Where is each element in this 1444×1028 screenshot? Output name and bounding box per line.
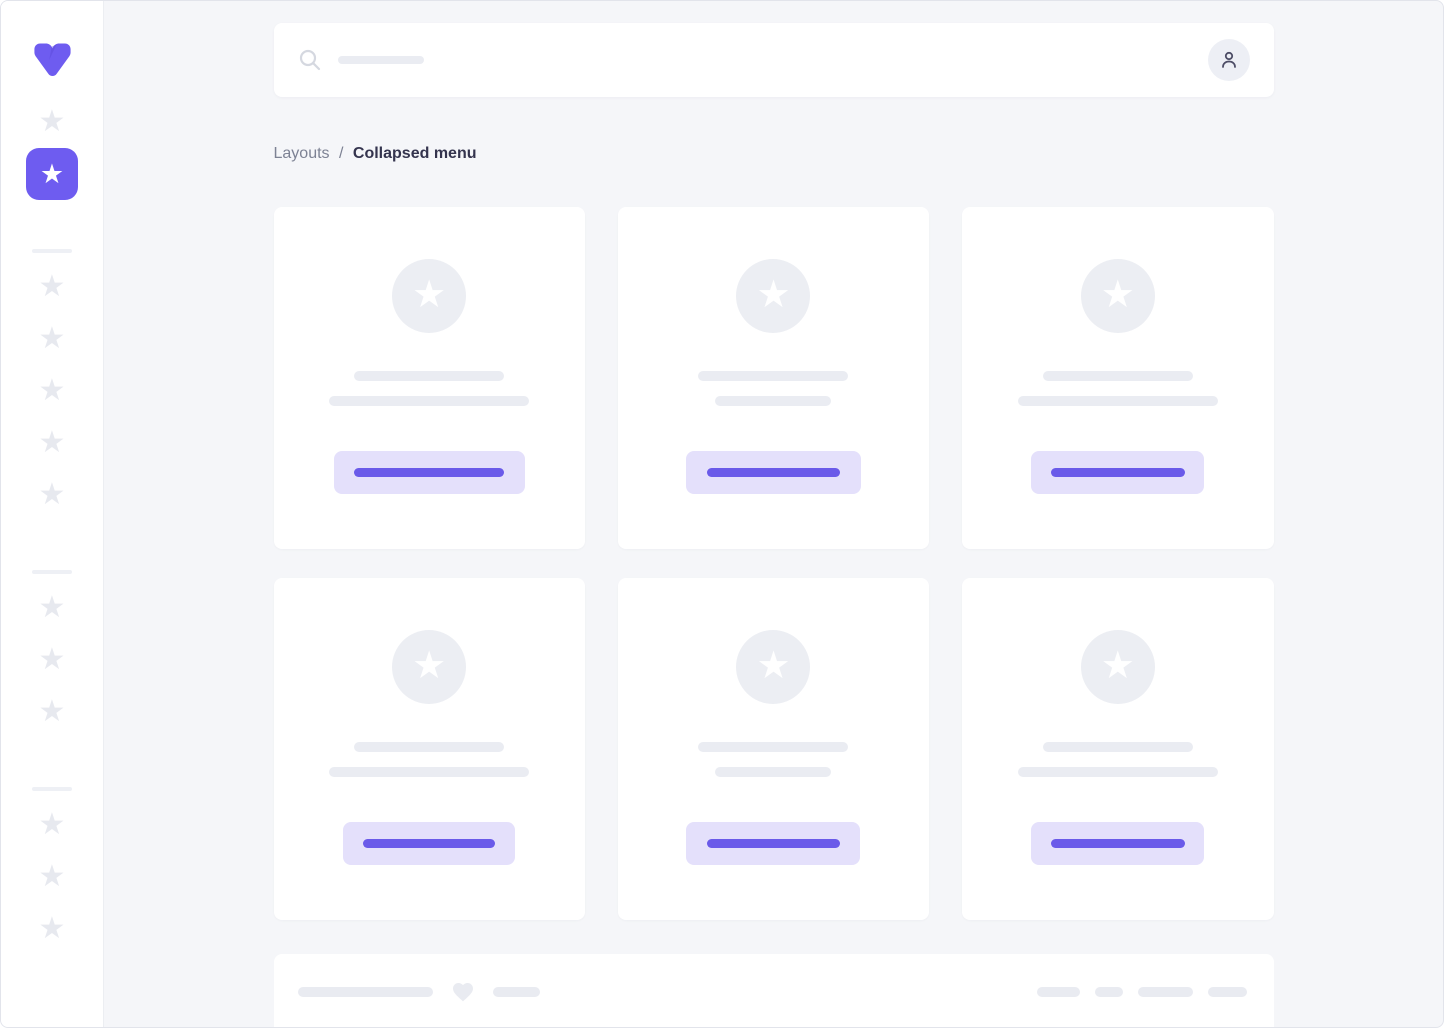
sidebar-item[interactable]: ★ <box>26 851 78 903</box>
skeleton-line <box>1042 371 1193 381</box>
star-icon: ★ <box>38 322 66 355</box>
star-icon: ★ <box>1100 645 1135 687</box>
user-icon <box>1221 51 1236 68</box>
button-label-bar <box>1050 468 1185 477</box>
avatar-placeholder-circle: ★ <box>736 259 811 333</box>
card-button[interactable] <box>1031 451 1205 494</box>
footer-skeleton-bar <box>297 987 433 997</box>
footer-skeleton-bar <box>1137 987 1193 997</box>
skeleton-line <box>329 396 530 406</box>
skeleton-line <box>698 371 849 381</box>
app-logo-icon[interactable] <box>29 41 76 78</box>
sidebar-item[interactable]: ★ <box>26 96 78 148</box>
skeleton-line <box>1042 742 1193 752</box>
sidebar-item[interactable]: ★ <box>26 261 78 313</box>
star-icon: ★ <box>38 426 66 459</box>
search-input[interactable] <box>298 48 1208 72</box>
sidebar: ★ ★ ★ ★ ★ ★ ★ ★ ★ ★ ★ ★ ★ <box>1 1 104 1027</box>
button-label-bar <box>706 468 840 477</box>
avatar-placeholder-circle: ★ <box>392 259 467 333</box>
star-icon: ★ <box>38 643 66 676</box>
breadcrumb-separator: / <box>339 145 344 162</box>
sidebar-divider <box>32 249 72 253</box>
top-search-bar <box>273 23 1274 97</box>
button-label-bar <box>363 839 496 848</box>
search-icon <box>299 49 320 71</box>
sidebar-item[interactable]: ★ <box>26 582 78 634</box>
star-icon: ★ <box>756 274 791 316</box>
skeleton-line <box>1017 767 1218 777</box>
sidebar-item[interactable]: ★ <box>26 313 78 365</box>
star-icon: ★ <box>756 645 791 687</box>
star-icon: ★ <box>412 274 447 316</box>
star-icon: ★ <box>38 695 66 728</box>
content-card: ★ <box>273 207 585 549</box>
skeleton-line <box>1017 396 1218 406</box>
avatar-placeholder-circle: ★ <box>1080 630 1155 704</box>
footer-skeleton-bar <box>1207 987 1247 997</box>
footer-skeleton-bar <box>1036 987 1080 997</box>
footer-left-group <box>297 980 540 1004</box>
card-button[interactable] <box>343 822 516 865</box>
card-button[interactable] <box>686 822 861 865</box>
avatar-placeholder-circle: ★ <box>736 630 811 704</box>
avatar-placeholder-circle: ★ <box>392 630 467 704</box>
footer-bar <box>273 954 1274 1027</box>
star-icon: ★ <box>38 808 66 841</box>
star-icon: ★ <box>38 912 66 945</box>
sidebar-item[interactable]: ★ <box>26 686 78 738</box>
button-label-bar <box>706 839 840 848</box>
sidebar-divider <box>32 787 72 791</box>
star-icon: ★ <box>38 591 66 624</box>
content-card: ★ <box>617 578 930 920</box>
footer-skeleton-bar <box>1094 987 1123 997</box>
search-placeholder-bar <box>337 56 424 64</box>
content-card: ★ <box>617 207 930 549</box>
sidebar-item[interactable]: ★ <box>26 469 78 521</box>
skeleton-line <box>329 767 530 777</box>
card-button[interactable] <box>685 451 861 494</box>
star-icon: ★ <box>38 860 66 893</box>
user-avatar-button[interactable] <box>1207 39 1250 81</box>
star-icon: ★ <box>38 374 66 407</box>
card-button[interactable] <box>333 451 525 494</box>
skeleton-line <box>698 742 849 752</box>
star-icon: ★ <box>412 645 447 687</box>
skeleton-line <box>715 396 832 406</box>
sidebar-item[interactable]: ★ <box>26 365 78 417</box>
breadcrumb-parent-link[interactable]: Layouts <box>273 145 330 162</box>
star-icon: ★ <box>38 105 66 138</box>
button-label-bar <box>354 468 505 477</box>
star-icon: ★ <box>39 158 65 189</box>
button-label-bar <box>1050 839 1185 848</box>
sidebar-item-active[interactable]: ★ <box>26 148 78 200</box>
skeleton-line <box>354 371 505 381</box>
content-card: ★ <box>962 207 1274 549</box>
star-icon: ★ <box>38 270 66 303</box>
breadcrumb: Layouts / Collapsed menu <box>274 145 1274 163</box>
star-icon: ★ <box>38 478 66 511</box>
star-icon: ★ <box>1100 274 1135 316</box>
content-card: ★ <box>273 578 585 920</box>
sidebar-item[interactable]: ★ <box>26 903 78 955</box>
sidebar-item[interactable]: ★ <box>26 634 78 686</box>
skeleton-line <box>715 767 832 777</box>
sidebar-nav: ★ ★ ★ ★ ★ ★ ★ ★ ★ ★ ★ ★ ★ <box>1 96 103 955</box>
avatar-placeholder-circle: ★ <box>1080 259 1155 333</box>
skeleton-line <box>354 742 505 752</box>
main-area: Layouts / Collapsed menu ★ ★ ★ ★ ★ ★ <box>104 1 1443 1027</box>
cards-grid: ★ ★ ★ ★ ★ ★ <box>273 207 1274 920</box>
heart-icon <box>452 983 473 1002</box>
footer-right-group <box>1036 987 1247 997</box>
content-card: ★ <box>962 578 1274 920</box>
sidebar-item[interactable]: ★ <box>26 799 78 851</box>
card-button[interactable] <box>1031 822 1205 865</box>
sidebar-divider <box>32 570 72 574</box>
page-title: Collapsed menu <box>352 145 477 162</box>
sidebar-item[interactable]: ★ <box>26 417 78 469</box>
footer-skeleton-bar <box>492 987 540 997</box>
